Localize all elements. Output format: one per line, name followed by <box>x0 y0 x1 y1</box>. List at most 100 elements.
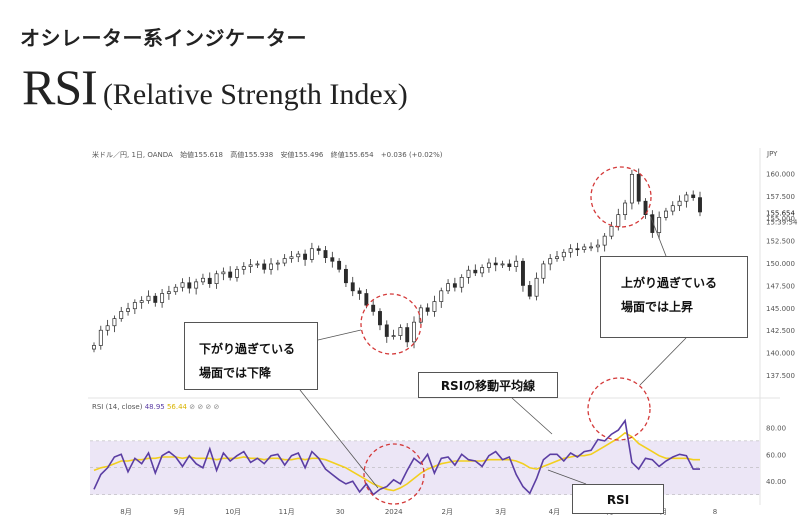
candle-body <box>391 335 396 337</box>
candle-body <box>357 290 362 294</box>
candle-body <box>364 293 369 306</box>
candle-body <box>343 268 348 284</box>
currency-label: JPY <box>767 150 778 158</box>
candle-body <box>241 266 246 270</box>
candle-body <box>664 210 668 218</box>
candle-body <box>200 277 205 283</box>
candle-body <box>616 214 621 227</box>
callout-oversold-line1: 下がり過ぎている <box>199 342 296 356</box>
candle-body <box>670 205 675 212</box>
candle-body <box>126 308 130 312</box>
candle-body <box>132 302 137 310</box>
highlight-circle-price-high <box>590 166 652 228</box>
indicator-visibility-icons[interactable]: ⊘ ⊘ ⊘ ⊘ <box>189 403 220 411</box>
price-tick-label: 145.000 <box>766 305 795 313</box>
callout-overbought: 上がり過ぎている 場面では上昇 <box>600 256 748 338</box>
candle-body <box>112 318 117 327</box>
candle-body <box>643 200 648 216</box>
candle-body <box>602 235 607 246</box>
price-tick-label: 152.500 <box>766 238 795 246</box>
candle-body <box>207 277 212 284</box>
candle-body <box>650 214 655 233</box>
countdown-label: 15:39:54 <box>766 218 798 226</box>
high-price: 高値155.938 <box>230 151 274 159</box>
candle-body <box>330 257 335 262</box>
candle-body <box>514 260 519 267</box>
candle-body <box>507 263 512 267</box>
candle-body <box>527 285 532 297</box>
candle-body <box>262 263 267 270</box>
page-title: RSI (Relative Strength Index) <box>22 58 408 116</box>
x-tick-label: 8 <box>713 508 717 516</box>
x-tick-label: 10月 <box>225 508 241 516</box>
candle-body <box>228 271 233 278</box>
price-change: +0.036 (+0.02%) <box>380 151 443 159</box>
x-tick-label: 8月 <box>120 508 131 516</box>
candle-body <box>221 271 226 275</box>
candle-body <box>609 225 614 237</box>
candle-body <box>160 293 165 303</box>
candle-body <box>139 300 144 303</box>
leader-line-oversold-price <box>317 329 362 341</box>
highlight-circle-rsi-high <box>587 377 651 441</box>
callout-oversold-line2: 場面では下降 <box>199 366 272 380</box>
candle-body <box>173 286 178 293</box>
candle-body <box>486 262 491 268</box>
rsi-line <box>93 418 700 496</box>
callout-rsi: RSI <box>572 484 664 514</box>
price-tick-label: 157.500 <box>766 193 795 201</box>
candle-body <box>561 251 566 258</box>
leader-line-overbought-rsi <box>639 337 687 386</box>
candle-body <box>691 194 696 198</box>
page-subtitle: オシレーター系インジケーター <box>20 26 307 50</box>
title-main: RSI <box>22 59 98 115</box>
leader-line-rsi-ma <box>511 397 553 435</box>
rsi-ma-line <box>93 431 700 492</box>
candle-body <box>282 258 287 264</box>
price-tick-label: 160.000 <box>766 170 795 178</box>
candle-body <box>432 301 437 312</box>
rsi-tick-label: 60.00 <box>766 451 786 459</box>
candle-body <box>412 321 416 343</box>
candle-body <box>146 295 151 302</box>
leader-line-oversold-rsi <box>299 389 379 489</box>
candle-body <box>452 283 457 288</box>
candle-body <box>446 283 451 292</box>
x-tick-label: 3月 <box>495 508 506 516</box>
candle-body <box>582 246 587 250</box>
x-tick-label: 30 <box>336 508 345 516</box>
candle-body <box>269 263 273 270</box>
candle-body <box>180 282 185 288</box>
price-tick-label: 155.000 <box>766 215 795 223</box>
candle-body <box>595 244 600 248</box>
price-tick-label: 142.500 <box>766 327 795 335</box>
candle-body <box>214 273 219 284</box>
rsi-label: RSI (14, close) <box>92 403 143 411</box>
candle-body <box>371 304 376 312</box>
candle-body <box>636 173 641 202</box>
candle-body <box>384 324 389 337</box>
candle-body <box>548 258 553 265</box>
candle-body <box>629 173 634 204</box>
candle-body <box>316 248 321 251</box>
candle-body <box>623 202 628 216</box>
candle-body <box>235 268 239 278</box>
x-tick-label: 2月 <box>442 508 453 516</box>
candle-body <box>493 262 498 266</box>
leader-line-rsi <box>547 469 587 485</box>
candle-body <box>521 260 525 286</box>
candle-body <box>194 281 199 289</box>
callout-overbought-line1: 上がり過ぎている <box>621 276 718 290</box>
candle-body <box>92 345 96 350</box>
price-tick-label: 140.000 <box>766 350 795 358</box>
candle-body <box>589 246 594 249</box>
x-tick-label: 4月 <box>549 508 560 516</box>
candle-body <box>303 253 308 260</box>
close-price: 終値155.654 <box>330 151 374 159</box>
callout-oversold: 下がり過ぎている 場面では下降 <box>184 322 318 390</box>
leader-line-overbought-price <box>649 214 667 257</box>
rsi-tick-label: 80.00 <box>766 424 786 432</box>
x-tick-label: 9月 <box>174 508 185 516</box>
candle-body <box>187 282 192 289</box>
rsi-tick-label: 40.00 <box>766 478 786 486</box>
